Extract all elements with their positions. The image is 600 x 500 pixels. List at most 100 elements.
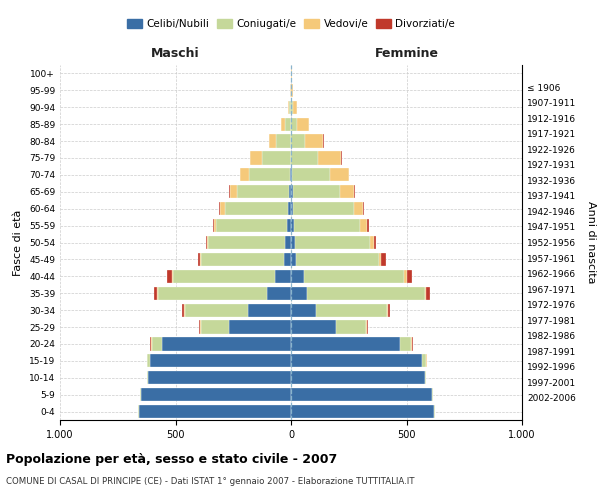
Bar [400, 338, 411, 350]
Bar [152, 338, 161, 350]
Bar [200, 253, 201, 266]
Bar [285, 236, 291, 249]
Bar [425, 286, 426, 300]
Bar [151, 338, 152, 350]
Bar [140, 388, 141, 401]
Bar [290, 168, 291, 181]
Bar [318, 152, 341, 164]
Text: COMUNE DI CASAL DI PRINCIPE (CE) - Dati ISTAT 1° gennaio 2007 - Elaborazione TUT: COMUNE DI CASAL DI PRINCIPE (CE) - Dati … [6, 478, 415, 486]
Bar [293, 185, 340, 198]
Bar [269, 134, 276, 147]
Bar [287, 219, 291, 232]
Bar [154, 286, 157, 300]
Text: Popolazione per età, sesso e stato civile - 2007: Popolazione per età, sesso e stato civil… [6, 452, 337, 466]
Bar [291, 185, 293, 198]
Bar [426, 286, 430, 300]
Bar [359, 219, 367, 232]
Bar [275, 270, 291, 283]
Bar [158, 286, 267, 300]
Y-axis label: Anni di nascita: Anni di nascita [586, 201, 596, 284]
Bar [229, 185, 230, 198]
Bar [150, 338, 151, 350]
Bar [291, 219, 294, 232]
Bar [293, 100, 298, 114]
Bar [214, 219, 217, 232]
Bar [291, 270, 304, 283]
Bar [262, 152, 290, 164]
Bar [148, 371, 291, 384]
Bar [292, 168, 330, 181]
Bar [281, 118, 284, 131]
Bar [316, 304, 387, 316]
Bar [141, 388, 291, 401]
Bar [291, 253, 296, 266]
Bar [240, 168, 250, 181]
Bar [304, 270, 404, 283]
Bar [139, 405, 291, 418]
Bar [291, 354, 422, 368]
Bar [291, 286, 307, 300]
Bar [198, 253, 200, 266]
Bar [291, 405, 434, 418]
Bar [284, 118, 291, 131]
Bar [307, 286, 425, 300]
Bar [293, 202, 354, 215]
Bar [412, 338, 413, 350]
Bar [404, 270, 407, 283]
Bar [291, 388, 432, 401]
Bar [379, 253, 381, 266]
Bar [248, 304, 291, 316]
Bar [289, 100, 291, 114]
Bar [182, 304, 184, 316]
Bar [330, 168, 349, 181]
Bar [292, 84, 293, 97]
Bar [411, 338, 412, 350]
Bar [388, 304, 391, 316]
Bar [250, 152, 262, 164]
Bar [370, 236, 374, 249]
Bar [146, 371, 148, 384]
Bar [289, 185, 291, 198]
Bar [201, 320, 229, 334]
Bar [291, 100, 293, 114]
Bar [213, 219, 214, 232]
Bar [201, 253, 284, 266]
Bar [366, 320, 367, 334]
Bar [407, 270, 412, 283]
Bar [340, 185, 354, 198]
Bar [354, 202, 364, 215]
Bar [150, 354, 291, 368]
Bar [298, 118, 309, 131]
Bar [295, 236, 370, 249]
Bar [288, 202, 291, 215]
Bar [422, 354, 426, 368]
Bar [157, 286, 158, 300]
Legend: Celibi/Nubili, Coniugati/e, Vedovi/e, Divorziati/e: Celibi/Nubili, Coniugati/e, Vedovi/e, Di… [125, 17, 457, 31]
Bar [161, 338, 291, 350]
Bar [146, 354, 150, 368]
Bar [230, 185, 237, 198]
Bar [229, 320, 291, 334]
Bar [291, 304, 316, 316]
Bar [172, 270, 173, 283]
Bar [425, 371, 426, 384]
Bar [173, 270, 275, 283]
Bar [237, 185, 289, 198]
Bar [267, 286, 291, 300]
Bar [292, 152, 318, 164]
Bar [291, 371, 425, 384]
Bar [288, 100, 289, 114]
Bar [354, 185, 355, 198]
Bar [296, 253, 379, 266]
Bar [167, 270, 172, 283]
Bar [199, 320, 200, 334]
Bar [291, 202, 293, 215]
Bar [305, 134, 323, 147]
Text: Femmine: Femmine [374, 47, 439, 60]
Bar [284, 253, 291, 266]
Bar [220, 202, 225, 215]
Y-axis label: Fasce di età: Fasce di età [13, 210, 23, 276]
Bar [208, 236, 285, 249]
Bar [276, 134, 291, 147]
Bar [381, 253, 386, 266]
